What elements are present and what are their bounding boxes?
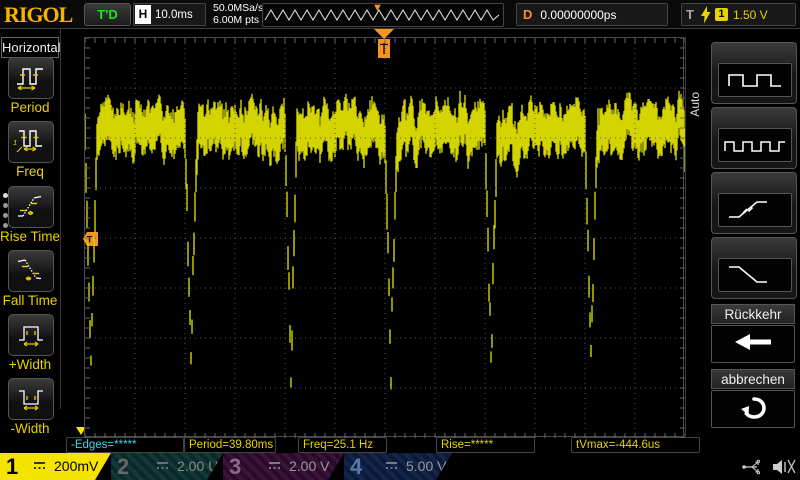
svg-text:1: 1 (13, 138, 17, 147)
